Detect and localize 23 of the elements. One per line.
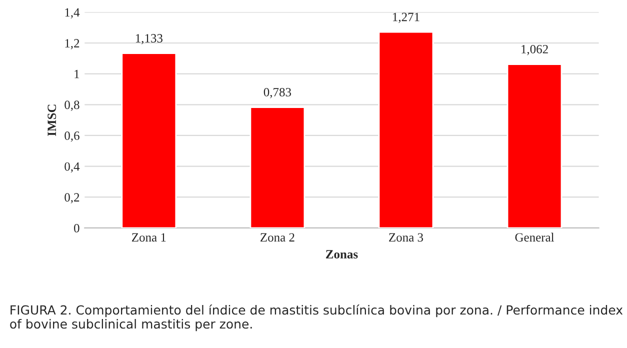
x-tick-label: Zona 3 xyxy=(389,233,424,242)
y-tick-label: 0,4 xyxy=(64,162,80,173)
y-tick-label: 1,4 xyxy=(65,8,80,18)
y-tick-label: 0 xyxy=(74,224,80,232)
y-tick-label: 0,8 xyxy=(64,100,80,111)
x-tick-label: Zona 2 xyxy=(260,233,294,242)
x-axis-title: Zonas xyxy=(326,250,358,258)
y-tick-label: 1,2 xyxy=(65,39,80,50)
bar xyxy=(506,64,562,228)
bar xyxy=(250,106,306,228)
x-tick-label: Zona 1 xyxy=(132,233,166,242)
data-label: 1,133 xyxy=(136,34,162,44)
y-tick-label: 0,6 xyxy=(64,131,80,142)
y-axis-title: IMSC xyxy=(48,104,56,136)
y-tick-label: 1 xyxy=(74,70,80,78)
bar xyxy=(378,31,434,228)
bar xyxy=(121,52,177,228)
data-label: 1,062 xyxy=(522,44,548,56)
text: FIGURA 2. Comportamiento del índice de mastitis subclínica bovina por zona. / Performance index of bovine subclinical mastitis per zone. xyxy=(10,304,623,332)
x-tick-label: General xyxy=(515,232,554,242)
data-label: 0,783 xyxy=(264,88,292,98)
y-tick-label: 0,2 xyxy=(64,193,80,204)
data-label: 1,271 xyxy=(393,12,420,23)
